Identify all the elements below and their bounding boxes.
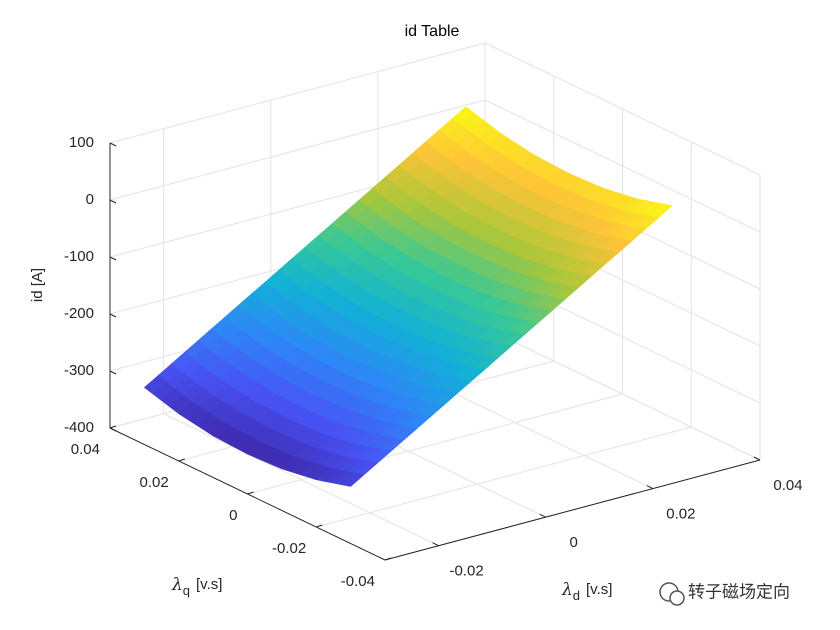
x-tick <box>432 542 439 547</box>
chart-title: id Table <box>405 23 460 40</box>
z-tick-label: -100 <box>64 248 94 265</box>
wall-grid-line <box>484 99 761 233</box>
wall-grid-line <box>109 42 486 144</box>
floor-grid-line <box>316 426 692 528</box>
z-tick-label: 0 <box>86 191 94 208</box>
y-tick <box>316 524 323 528</box>
z-axis-label: id [A] <box>29 268 46 302</box>
watermark: 转子磁场定向 <box>659 582 790 606</box>
z-tick <box>109 370 117 375</box>
x-tick-label: 0 <box>570 534 578 551</box>
y-tick <box>384 557 392 561</box>
z-tick <box>109 256 117 261</box>
z-tick-label: -200 <box>64 305 94 322</box>
x-tick <box>646 485 654 490</box>
wall-grid-line <box>484 42 761 176</box>
x-axis-line <box>384 459 761 561</box>
x-tick-label: 0.04 <box>773 477 802 494</box>
z-tick <box>109 427 117 432</box>
x-label-subscript: d <box>573 588 580 603</box>
watermark-icon <box>669 590 685 606</box>
x-axis-label: λd [v.s] <box>561 580 612 604</box>
y-label-subscript: q <box>183 583 190 598</box>
wall-grid-line <box>109 99 486 201</box>
y-axis-label: λq [v.s] <box>171 575 222 599</box>
z-tick-label: -400 <box>64 419 94 436</box>
y-tick <box>178 458 185 462</box>
y-tick-label: -0.02 <box>272 540 306 557</box>
x-tick-label: -0.02 <box>449 563 483 580</box>
y-tick-label: -0.04 <box>341 573 375 590</box>
x-tick <box>539 513 546 518</box>
x-tick-label: 0.02 <box>666 506 695 523</box>
axes: -400 -300 -200 -100 0 100 -0.04 -0.02 0 0.02 0.04 -… <box>64 134 803 590</box>
z-tick-label: -300 <box>64 362 94 379</box>
z-tick <box>109 142 117 147</box>
x-label-symbol: λ <box>561 580 573 600</box>
y-tick-label: 0 <box>229 507 237 524</box>
z-tick-label: 100 <box>69 134 94 151</box>
y-label-text: [v.s] <box>196 576 222 593</box>
y-label-symbol: λ <box>171 575 183 595</box>
surface-patch <box>341 472 365 487</box>
wall-grid-line <box>484 327 761 461</box>
y-tick <box>109 425 117 429</box>
z-tick <box>109 313 117 318</box>
x-tick <box>753 456 761 461</box>
watermark-text: 转子磁场定向 <box>688 582 790 601</box>
x-label-text: [v.s] <box>586 581 612 598</box>
y-tick-label: 0.02 <box>140 474 169 491</box>
y-tick-label: 0.04 <box>71 441 100 458</box>
z-tick <box>109 199 117 204</box>
surface <box>144 106 673 487</box>
y-tick <box>247 491 254 495</box>
